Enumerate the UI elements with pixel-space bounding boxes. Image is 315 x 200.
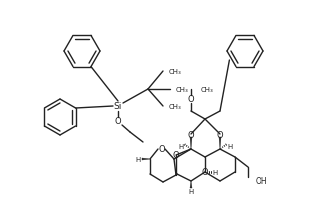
Text: CH₃: CH₃ bbox=[201, 87, 214, 93]
Text: O: O bbox=[188, 95, 194, 104]
Text: OH: OH bbox=[256, 177, 268, 186]
Text: H: H bbox=[135, 156, 140, 162]
Text: Si: Si bbox=[114, 102, 122, 111]
Polygon shape bbox=[219, 137, 221, 149]
Text: O: O bbox=[173, 151, 179, 160]
Text: O: O bbox=[202, 168, 208, 177]
Polygon shape bbox=[190, 137, 192, 149]
Text: O: O bbox=[188, 130, 194, 139]
Polygon shape bbox=[142, 158, 150, 160]
Text: O: O bbox=[115, 117, 121, 126]
Polygon shape bbox=[190, 181, 192, 188]
Text: CH₃: CH₃ bbox=[176, 87, 189, 93]
Text: H: H bbox=[188, 188, 194, 194]
Text: CH₃: CH₃ bbox=[169, 103, 182, 109]
Text: H: H bbox=[178, 143, 184, 149]
Text: CH₃: CH₃ bbox=[169, 69, 182, 75]
Text: H: H bbox=[212, 169, 218, 175]
Text: H: H bbox=[227, 143, 232, 149]
Text: O: O bbox=[217, 130, 223, 139]
Text: O: O bbox=[159, 145, 165, 154]
